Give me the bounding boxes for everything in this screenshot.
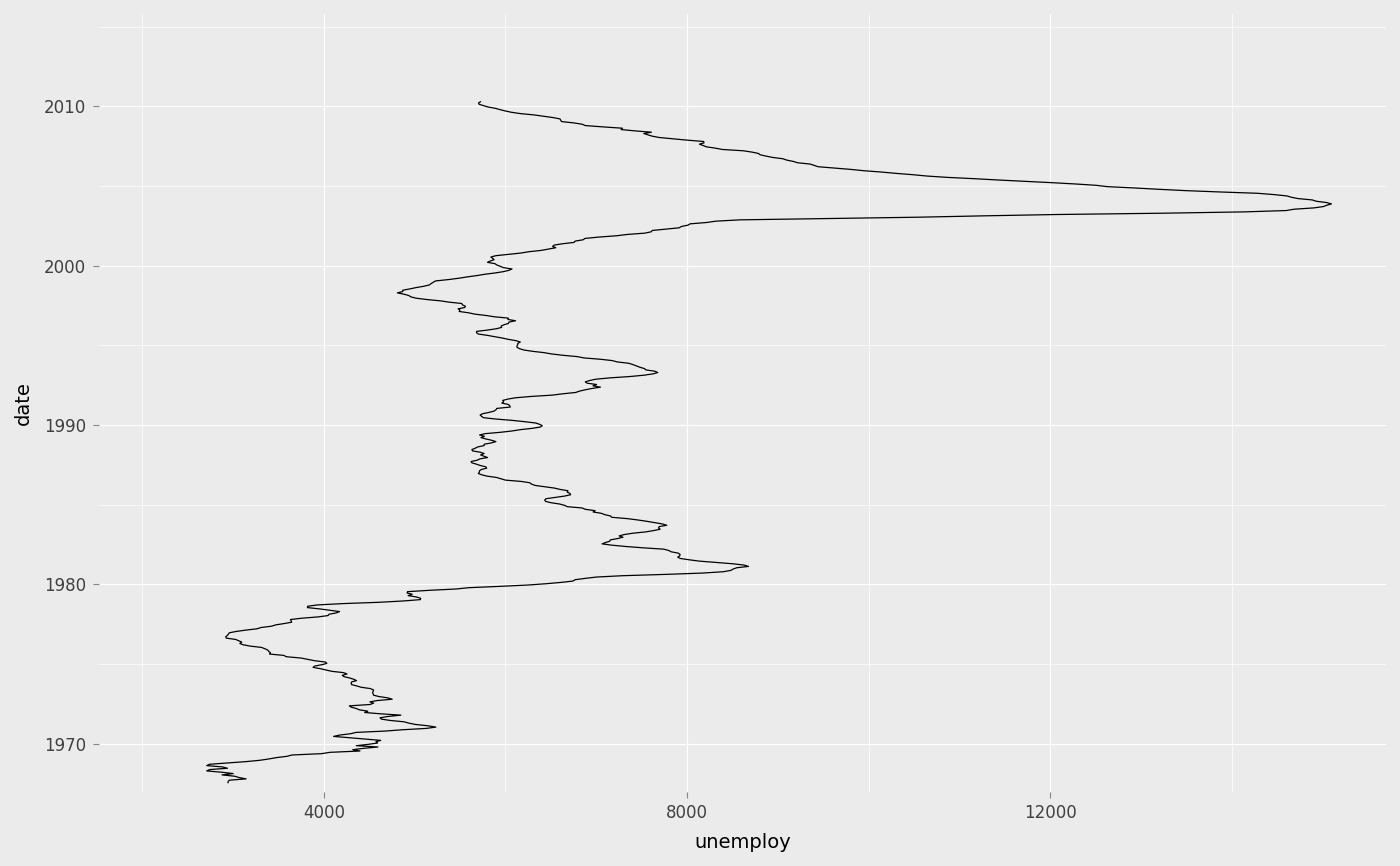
- X-axis label: unemploy: unemploy: [694, 833, 791, 852]
- Y-axis label: date: date: [14, 381, 32, 424]
